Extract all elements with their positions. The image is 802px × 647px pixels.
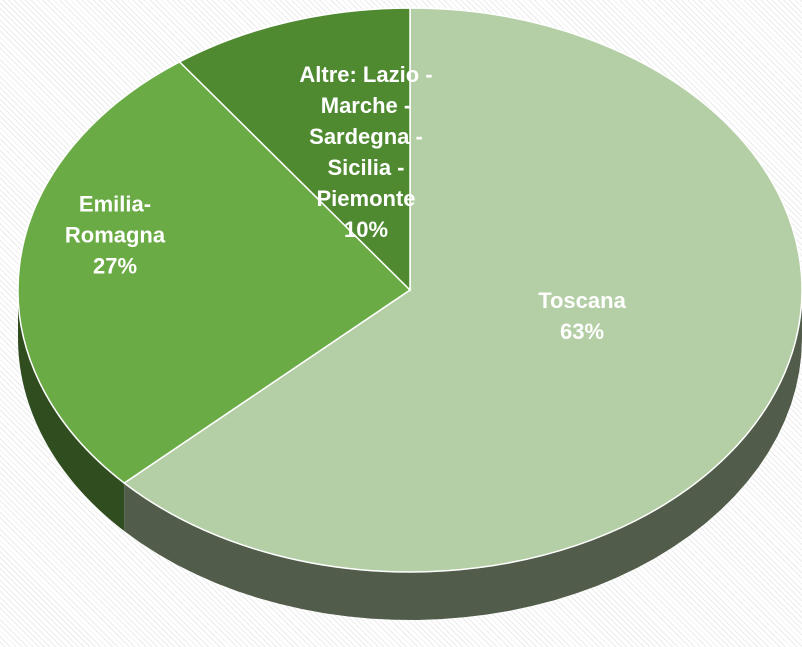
pie-slice: [122, 7, 802, 573]
data-label: Emilia-Romagna 27%: [55, 189, 175, 282]
pie-slice: [178, 7, 411, 292]
value-label: 27%: [92, 253, 138, 279]
category-label: Emilia-Romagna: [64, 191, 166, 248]
data-label: Altre: Lazio - Marche - Sardegna - Sicil…: [286, 59, 446, 245]
category-label: Toscana: [538, 288, 626, 313]
pie-slice: [17, 60, 412, 484]
data-label: Toscana 63%: [452, 285, 712, 347]
pie-side: [124, 290, 802, 620]
category-label: Altre: Lazio - Marche - Sardegna - Sicil…: [299, 62, 433, 211]
value-label: 10%: [343, 217, 389, 242]
value-label: 63%: [559, 319, 605, 344]
pie-side: [18, 290, 125, 532]
